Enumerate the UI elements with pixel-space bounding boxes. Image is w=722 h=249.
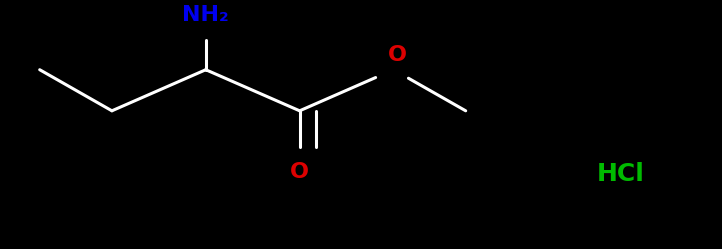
Text: O: O [290,162,309,182]
Text: HCl: HCl [597,162,645,186]
Text: NH₂: NH₂ [183,5,229,25]
Text: O: O [388,45,406,65]
